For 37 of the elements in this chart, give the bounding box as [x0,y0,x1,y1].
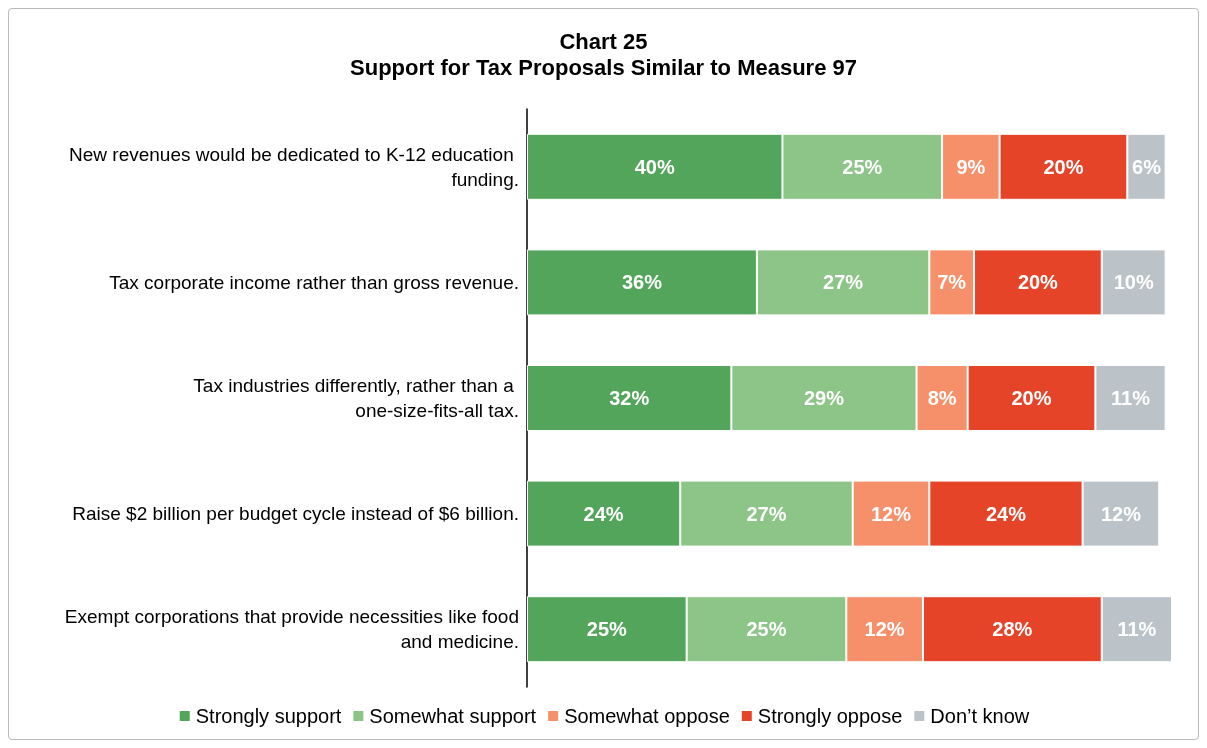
data-label: 9% [956,155,986,178]
data-label: 10% [1113,271,1154,294]
y-tick-label: New revenues would be dedicated to K-12 education funding. [69,143,519,190]
legend-label: Strongly oppose [757,705,903,727]
chart-title: Chart 25 [559,28,648,54]
data-label: 8% [927,387,957,409]
data-label: 24% [583,502,624,525]
data-label: 27% [823,271,864,294]
data-label: 12% [1100,502,1142,525]
chart-subtitle: Support for Tax Proposals Similar to Measure 97 [350,54,857,80]
y-tick-label: Tax corporate income rather than gross revenue. [109,271,519,293]
y-tick-label: Tax industries differently, rather than a one-size-fits-all tax. [193,375,519,421]
data-label: 32% [609,387,650,409]
data-label: 11% [1111,387,1151,409]
data-label: 11% [1117,618,1157,641]
data-label: 40% [634,155,675,178]
legend-label: Somewhat oppose [564,705,730,727]
data-label: 24% [985,502,1027,525]
data-label: 20% [1011,387,1052,409]
data-label: 27% [746,502,787,525]
data-label: 29% [803,387,845,409]
data-label: 25% [586,618,628,641]
data-label: 25% [842,155,883,178]
data-label: 12% [870,502,912,525]
data-label: 20% [1043,155,1084,178]
y-tick-label: Raise $2 billion per budget cycle instead of $6 billion. [72,503,519,525]
data-label: 28% [992,618,1033,641]
data-label: 7% [937,271,967,294]
data-label: 25% [746,618,787,641]
legend-label: Don’t know [930,705,1030,727]
data-label: 36% [621,271,663,294]
legend-label: Somewhat support [369,705,537,727]
y-tick-label: Exempt corporations that provide necessities like food and medicine. [64,606,519,653]
data-label: 20% [1017,271,1059,294]
legend-label: Strongly support [195,705,342,727]
data-label: 6% [1132,155,1162,178]
data-label: 12% [864,618,905,641]
